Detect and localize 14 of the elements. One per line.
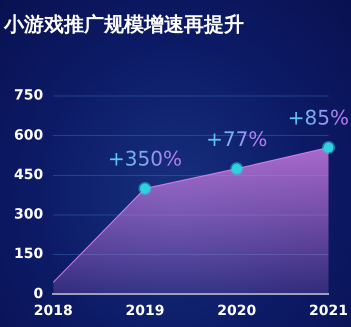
x-tick-label: 2018	[34, 303, 73, 320]
annotation: +350%	[108, 146, 182, 171]
y-tick-label: 0	[33, 286, 44, 302]
x-tick-label: 2019	[126, 303, 164, 320]
y-tick-label: 750	[14, 88, 44, 104]
y-tick-label: 450	[14, 166, 44, 183]
annotation: +85%	[288, 106, 350, 130]
y-tick-label: 600	[14, 127, 44, 144]
y-tick-label: 300	[14, 206, 44, 223]
x-tick-label: 2020	[217, 303, 256, 320]
chart-title: 小游戏推广规模增速再提升	[3, 12, 244, 36]
x-tick-label: 2021	[309, 303, 348, 320]
annotation: +77%	[206, 126, 268, 151]
y-tick-label: 150	[14, 246, 44, 262]
